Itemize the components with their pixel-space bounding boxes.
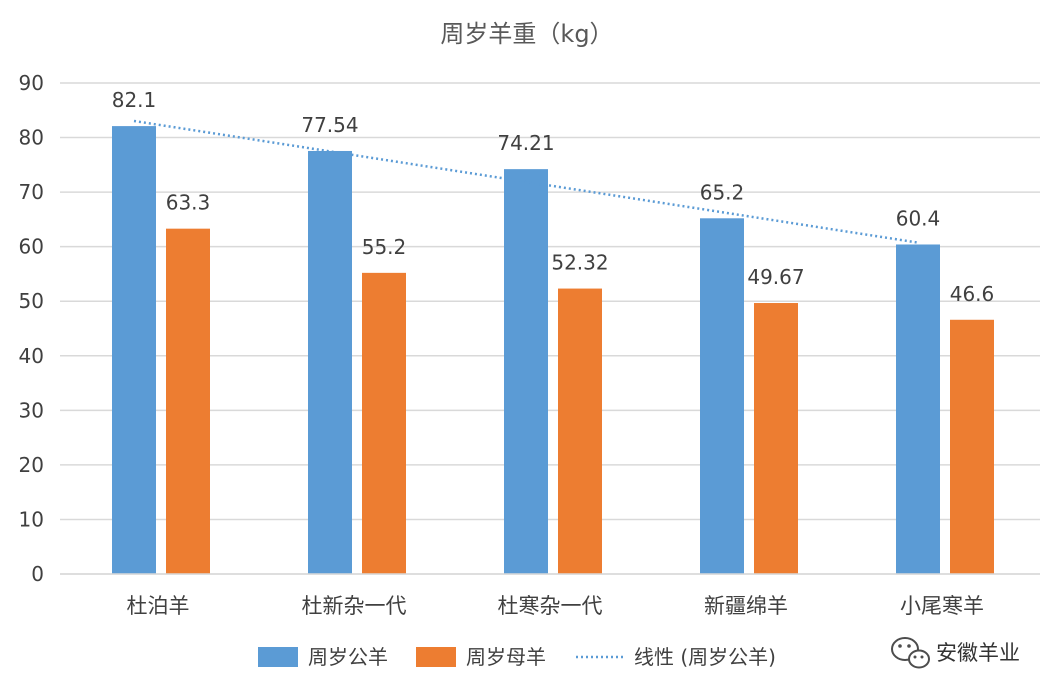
bar-ewe (558, 288, 602, 574)
y-tick-label: 60 (19, 235, 44, 259)
data-label: 49.67 (747, 265, 804, 289)
y-axis-ticks: 0 10 20 30 40 50 60 70 80 90 (19, 71, 44, 586)
x-tick-label: 杜泊羊 (127, 594, 190, 618)
chart-title: 周岁羊重（kg） (440, 20, 613, 48)
legend-label-trendline: 线性 (周岁公羊) (634, 645, 776, 669)
bars (112, 126, 994, 575)
data-label: 63.3 (166, 191, 211, 215)
legend-label-ewe: 周岁母羊 (466, 645, 546, 669)
y-tick-label: 0 (31, 562, 44, 586)
y-tick-label: 50 (19, 289, 44, 313)
bar-ewe (950, 319, 994, 574)
bar-ewe (362, 272, 406, 574)
data-label: 52.32 (551, 251, 608, 275)
x-axis: 杜泊羊 杜新杂一代 杜寒杂一代 新疆绵羊 小尾寒羊 (60, 573, 1040, 618)
bar-ram (504, 169, 548, 574)
y-tick-label: 70 (19, 180, 44, 204)
bar-ram (112, 126, 156, 575)
x-tick-label: 杜新杂一代 (302, 594, 407, 618)
y-tick-label: 90 (19, 71, 44, 95)
x-tick-label: 小尾寒羊 (900, 594, 984, 618)
bar-ewe (166, 228, 210, 574)
bar-ewe (754, 303, 798, 574)
data-label: 60.4 (896, 206, 941, 230)
data-label: 77.54 (301, 113, 358, 137)
data-label: 46.6 (950, 282, 995, 306)
gridlines (60, 82, 1040, 575)
legend: 周岁公羊 周岁母羊 线性 (周岁公羊) (258, 645, 776, 669)
watermark-text: 安徽羊业 (936, 641, 1020, 665)
data-label: 65.2 (700, 180, 745, 204)
data-label: 82.1 (112, 88, 157, 112)
bar-ram (700, 218, 744, 574)
y-tick-label: 40 (19, 344, 44, 368)
watermark: 安徽羊业 (891, 637, 1020, 669)
legend-label-ram: 周岁公羊 (308, 645, 388, 669)
y-tick-label: 30 (19, 398, 44, 422)
x-tick-label: 杜寒杂一代 (498, 594, 603, 618)
bar-ram (308, 150, 352, 574)
legend-swatch-ram (258, 647, 298, 667)
y-tick-label: 80 (19, 126, 44, 150)
wechat-icon (891, 637, 930, 669)
data-label: 74.21 (497, 131, 554, 155)
data-label: 55.2 (362, 235, 407, 259)
bar-ram (896, 244, 940, 575)
x-tick-label: 新疆绵羊 (704, 594, 788, 618)
trendline (133, 119, 919, 244)
data-labels: 82.1 63.3 77.54 55.2 74.21 52.32 65.2 49.67 60.4… (112, 88, 995, 306)
trendline-line (133, 119, 919, 244)
legend-swatch-ewe (416, 647, 456, 667)
y-tick-label: 20 (19, 453, 44, 477)
y-tick-label: 10 (19, 507, 44, 531)
